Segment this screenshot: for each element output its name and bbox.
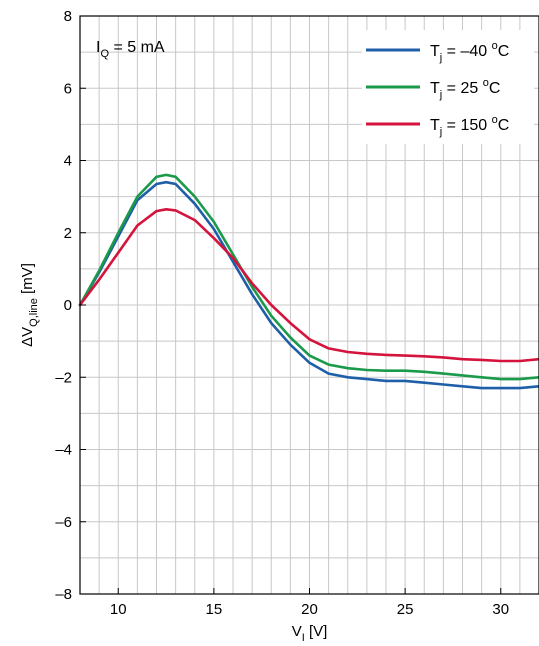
legend-label-unit: C <box>489 80 501 97</box>
x-axis-label-sub: I <box>302 632 305 644</box>
legend-label-sup: o <box>492 114 498 126</box>
series-line <box>78 180 539 390</box>
ticks: 10 15 20 25 30 –8 –6 –4 –2 0 2 4 6 8 <box>55 8 509 618</box>
annotation-sub: Q <box>100 48 109 60</box>
y-tick-label: 6 <box>64 80 72 97</box>
y-tick-label: 2 <box>64 225 72 242</box>
legend-label-main: T <box>430 80 440 97</box>
legend-label: Tj = –40 oC <box>430 40 509 64</box>
x-axis-label-main: V <box>292 623 302 640</box>
annotation-main: I <box>96 39 100 56</box>
x-tick-label: 30 <box>492 601 509 618</box>
y-tick-label: –8 <box>55 586 72 603</box>
y-tick-label: 8 <box>64 8 72 25</box>
x-tick-label: 10 <box>110 601 127 618</box>
legend-label: Tj = 150 oC <box>430 114 509 138</box>
iq-annotation: IQ = 5 mA <box>96 39 165 60</box>
x-tick-label: 25 <box>397 601 414 618</box>
legend-label-mid: = –40 <box>442 43 491 60</box>
y-axis-label-main: ΔV <box>19 327 36 347</box>
series-line <box>78 173 539 381</box>
x-axis-label: VI [V] <box>292 623 328 644</box>
y-axis-label-unit: [mV] <box>19 263 36 298</box>
series-line <box>78 208 539 363</box>
x-tick-label: 15 <box>206 601 223 618</box>
x-axis-label-unit: [V] <box>305 623 328 640</box>
legend-label-sub: j <box>439 126 442 138</box>
legend-label-main: T <box>430 117 440 134</box>
legend-label: Tj = 25 oC <box>430 77 500 101</box>
y-tick-label: 4 <box>64 153 72 170</box>
y-tick-label: –4 <box>55 442 72 459</box>
legend-label-mid: = 150 <box>442 117 491 134</box>
series-layer <box>78 173 539 390</box>
y-tick-label: –2 <box>55 369 72 386</box>
annotation-rest: = 5 mA <box>109 39 165 56</box>
legend-label-sub: j <box>439 52 442 64</box>
legend-label-sub: j <box>439 89 442 101</box>
legend-label-unit: C <box>498 43 510 60</box>
legend-label-mid: = 25 <box>442 80 482 97</box>
x-tick-label: 20 <box>301 601 318 618</box>
y-tick-label: –6 <box>55 514 72 531</box>
y-axis-label: ΔVQ,line [mV] <box>19 263 40 347</box>
legend-label-sup: o <box>483 77 489 89</box>
y-axis-label-sub: Q,line <box>28 298 40 327</box>
legend-label-sup: o <box>492 40 498 52</box>
y-tick-label: 0 <box>64 297 72 314</box>
legend-label-main: T <box>430 43 440 60</box>
legend-label-unit: C <box>498 117 510 134</box>
